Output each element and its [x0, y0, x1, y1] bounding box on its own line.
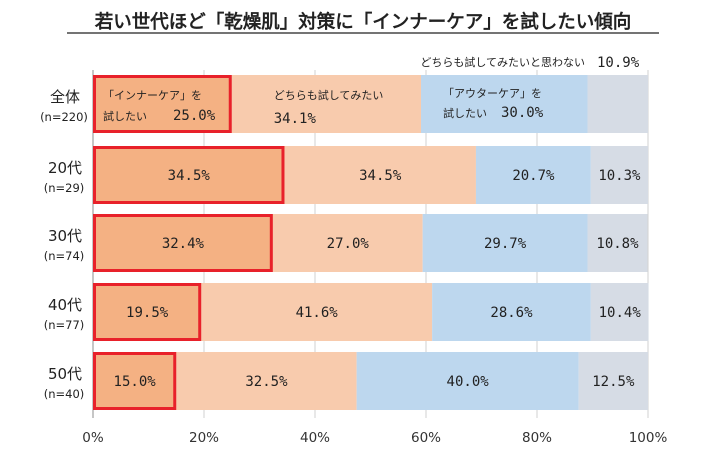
data-label: 10.9% [597, 55, 640, 71]
annotations: どちらも試してみたいと思わない 10.9% [420, 55, 639, 71]
data-label: 25.0% [173, 108, 216, 124]
data-label: 34.5% [359, 168, 402, 184]
x-axis-ticks: 0% 20% 40% 60% 80% 100% [82, 430, 667, 446]
data-label: 32.4% [162, 236, 205, 252]
neither-series-label: どちらも試してみたいと思わない [420, 55, 585, 69]
data-label: 29.7% [484, 236, 527, 252]
data-label: 10.4% [599, 305, 642, 321]
data-label: 32.5% [245, 374, 288, 390]
inner-care-highlight [93, 214, 273, 272]
bar-segment [284, 146, 476, 204]
inner-care-highlight [93, 283, 202, 341]
sample-size-label: (n=29) [44, 181, 85, 195]
sample-size-label: (n=40) [44, 387, 85, 401]
x-tick-label: 100% [629, 430, 668, 446]
category-label: 40代 [48, 296, 82, 314]
data-label: 30.0% [501, 105, 544, 121]
sample-size-label: (n=77) [44, 318, 85, 332]
bar-segment [578, 352, 648, 410]
data-label: 20.7% [512, 168, 555, 184]
data-label: 40.0% [447, 374, 490, 390]
data-label: 34.1% [274, 111, 317, 127]
bar-segment [93, 352, 177, 410]
category-label: 50代 [48, 365, 82, 383]
category-label: 30代 [48, 227, 82, 245]
chart-title: 若い世代ほど「乾燥肌」対策に「インナーケア」を試したい傾向 [94, 11, 632, 33]
bar-segment [590, 146, 648, 204]
segment-series-label: 「インナーケア」を [103, 89, 202, 102]
segment-series-label: どちらも試してみたい [274, 88, 384, 102]
x-tick-label: 0% [82, 430, 104, 446]
bar-segment [176, 352, 357, 410]
bar-segment [93, 75, 232, 133]
x-tick-label: 20% [189, 430, 219, 446]
bar-segment [201, 283, 433, 341]
bar-segment [432, 283, 591, 341]
segment-series-label: 「アウターケア」を [443, 87, 542, 100]
inner-care-highlight [93, 75, 232, 133]
inner-care-highlight [93, 146, 285, 204]
sample-size-label: (n=220) [40, 110, 88, 124]
segment-series-label: 試したい [103, 109, 147, 123]
data-label: 15.0% [114, 374, 157, 390]
data-label: 10.8% [596, 236, 639, 252]
bar-segment [231, 75, 422, 133]
bar-segment [587, 75, 648, 133]
category-label: 全体 [50, 88, 80, 106]
data-label: 19.5% [126, 305, 169, 321]
data-label: 41.6% [296, 305, 339, 321]
row-labels: 全体 (n=220) 20代 (n=29) 30代 (n=74) 40代 (n=77) 50代 (… [40, 88, 88, 401]
bar-segment [272, 214, 423, 272]
bars: 34.5% 34.5% 20.7% 10.3% 32.4% 27.0% 29.7% 10.8%… [93, 75, 649, 410]
bar-segment [93, 214, 273, 272]
sample-size-label: (n=74) [44, 249, 85, 263]
data-label: 27.0% [327, 236, 370, 252]
bar-segment [356, 352, 579, 410]
data-label: 12.5% [592, 374, 635, 390]
x-tick-label: 40% [300, 430, 330, 446]
bar-segment [93, 283, 202, 341]
x-tick-label: 60% [411, 430, 441, 446]
data-label: 34.5% [168, 168, 211, 184]
data-label: 10.3% [598, 168, 641, 184]
inner-care-highlight [93, 352, 177, 410]
data-label: 28.6% [490, 305, 533, 321]
bar-segment [421, 75, 588, 133]
bar-segment [422, 214, 588, 272]
bar-segment [590, 283, 649, 341]
bar-segment [93, 146, 285, 204]
category-label: 20代 [48, 159, 82, 177]
x-tick-label: 80% [522, 430, 552, 446]
bar-segment [587, 214, 648, 272]
bar-segment [475, 146, 591, 204]
segment-series-label: 試したい [443, 106, 487, 120]
